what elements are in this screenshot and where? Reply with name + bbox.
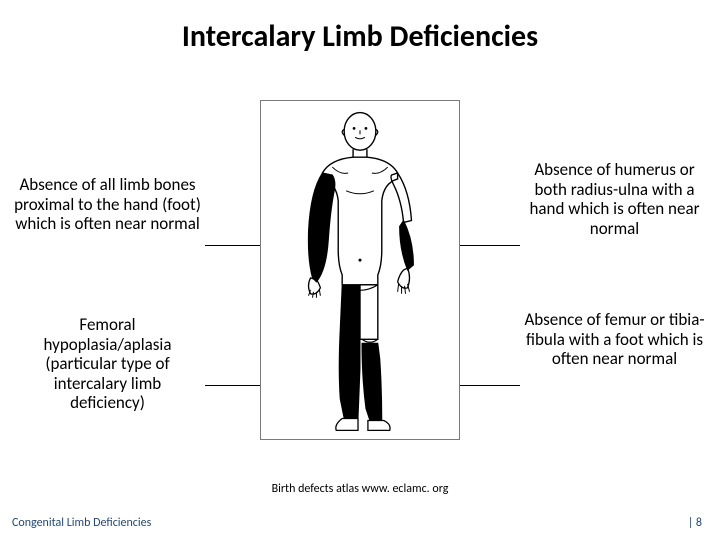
label-top-left: Absence of all limb bones proximal to th… (10, 175, 205, 234)
body-svg (261, 101, 459, 439)
footer-right: | 8 (688, 516, 702, 530)
label-bottom-left: Femoral hypoplasia/aplasia (particular t… (10, 315, 205, 413)
body-figure (260, 100, 460, 440)
label-top-right: Absence of humerus or both radius-ulna w… (517, 160, 712, 238)
content-area: Absence of all limb bones proximal to th… (0, 65, 720, 485)
label-bottom-right: Absence of femur or tibia-fibula with a … (517, 310, 712, 369)
source-line: Birth defects atlas www. eclamc. org (0, 482, 720, 496)
page-title: Intercalary Limb Deficiencies (0, 0, 720, 55)
footer-left: Congenital Limb Deficiencies (12, 516, 151, 530)
